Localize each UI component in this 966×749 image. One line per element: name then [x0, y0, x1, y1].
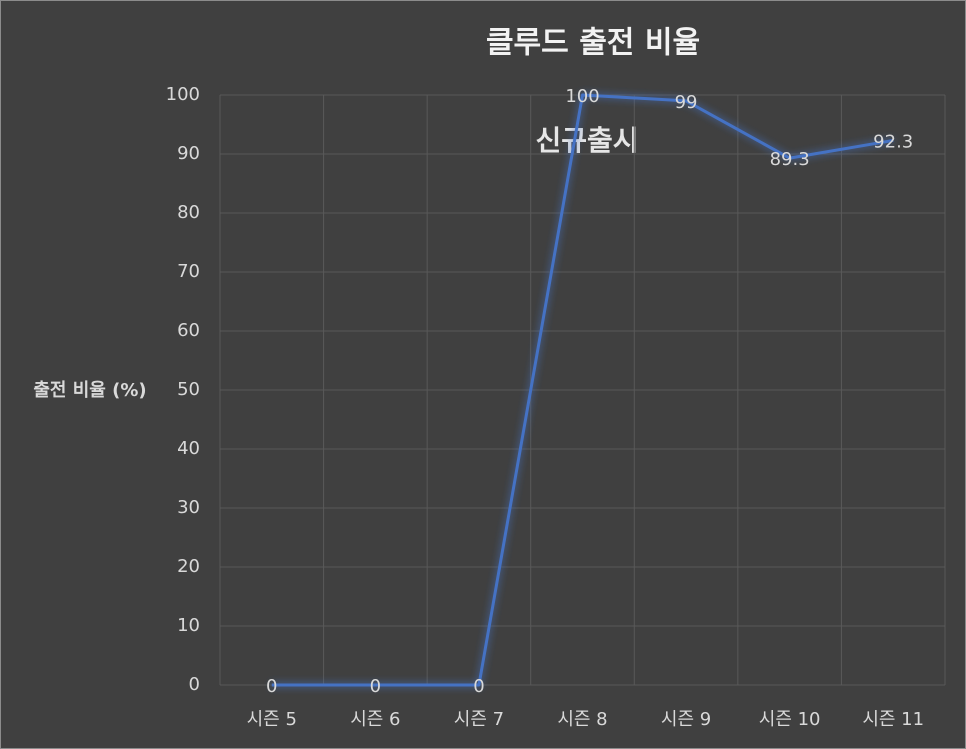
y-tick-label: 30	[177, 497, 200, 518]
x-tick-label: 시즌 8	[557, 709, 607, 730]
data-label: 99	[675, 92, 698, 113]
y-tick-label: 20	[177, 556, 200, 577]
data-line	[271, 93, 894, 687]
y-tick-label: 50	[177, 379, 200, 400]
x-tick-label: 시즌 11	[862, 709, 924, 730]
data-label: 92.3	[873, 131, 913, 152]
x-tick-label: 시즌 10	[759, 709, 821, 730]
data-label: 0	[370, 676, 381, 697]
y-tick-label: 60	[177, 320, 200, 341]
y-tick-label: 10	[177, 615, 200, 636]
x-tick-label: 시즌 9	[661, 709, 711, 730]
y-tick-label: 80	[177, 202, 200, 223]
data-label: 89.3	[770, 149, 810, 170]
x-tick-label: 시즌 7	[454, 709, 504, 730]
y-axis-label: 출전 비율 (%)	[33, 380, 146, 401]
x-tick-label: 시즌 6	[350, 709, 400, 730]
y-tick-label: 90	[177, 143, 200, 164]
data-label: 0	[473, 676, 484, 697]
y-tick-label: 0	[189, 674, 200, 695]
y-tick-label: 100	[166, 84, 200, 105]
x-tick-label: 시즌 5	[247, 709, 297, 730]
data-label: 0	[266, 676, 277, 697]
annotation: 신규출시	[535, 124, 638, 157]
chart-title: 클루드 출전 비율	[486, 26, 700, 61]
data-label: 100	[565, 86, 599, 107]
y-tick-label: 40	[177, 438, 200, 459]
y-tick-label: 70	[177, 261, 200, 282]
